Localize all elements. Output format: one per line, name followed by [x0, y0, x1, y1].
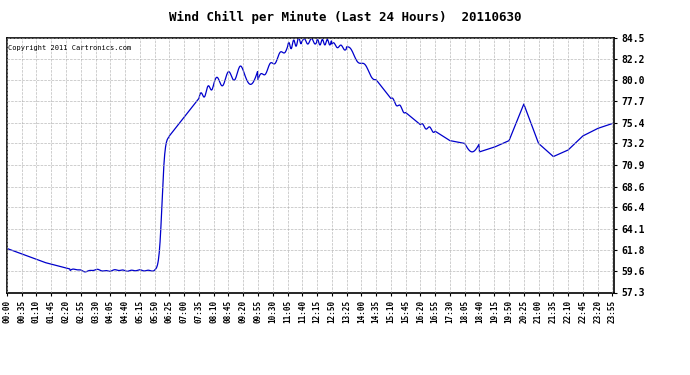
- Text: Wind Chill per Minute (Last 24 Hours)  20110630: Wind Chill per Minute (Last 24 Hours) 20…: [169, 11, 521, 24]
- Text: Copyright 2011 Cartronics.com: Copyright 2011 Cartronics.com: [8, 45, 131, 51]
